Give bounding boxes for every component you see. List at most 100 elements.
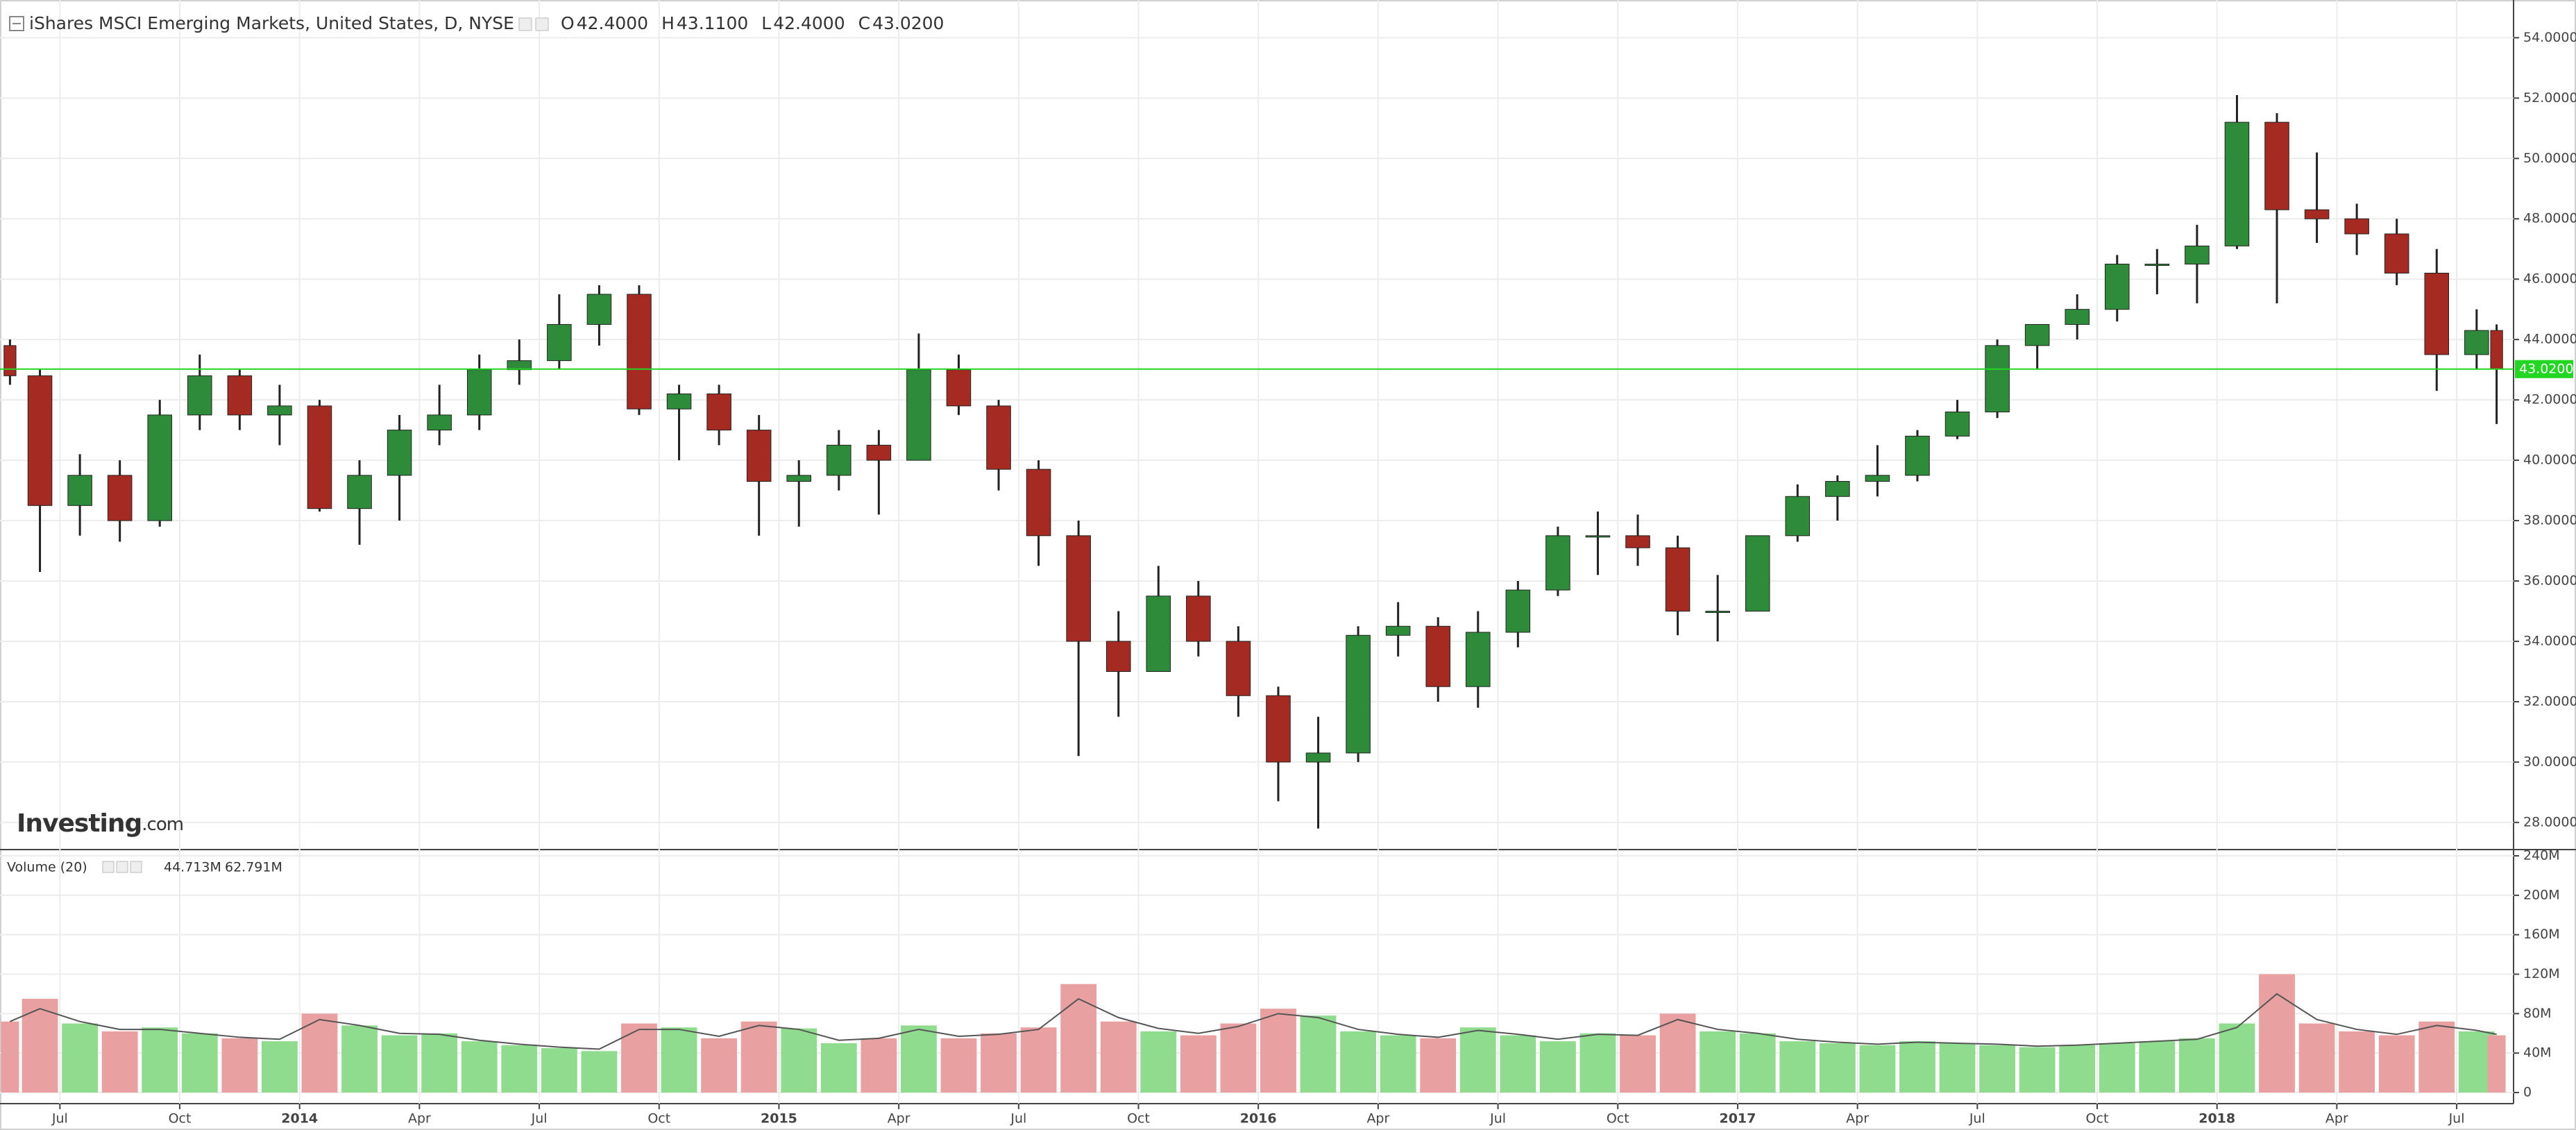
candle-body (427, 414, 452, 431)
candle-body (1825, 481, 1850, 497)
candle-body (1985, 345, 2010, 413)
y-tick-label: 44.0000 (2523, 332, 2576, 347)
candle-body (67, 475, 92, 506)
candle-body (2384, 233, 2409, 274)
volume-bar (1700, 1031, 1736, 1093)
volume-bar (1220, 1023, 1257, 1093)
volume-bar (262, 1041, 298, 1093)
candle-body (466, 369, 492, 416)
volume-bar (1340, 1031, 1377, 1093)
volume-bar (901, 1025, 937, 1093)
volume-bar (940, 1038, 977, 1093)
volume-bar (701, 1038, 738, 1093)
ohlc-label: C (858, 13, 870, 33)
candle-body (1266, 695, 1291, 763)
volume-close-icon[interactable] (130, 861, 142, 873)
volume-bar (1060, 984, 1097, 1093)
settings-icon[interactable] (518, 17, 532, 31)
candle-body (307, 405, 332, 509)
volume-bar (1939, 1043, 1976, 1093)
candle-body (906, 369, 931, 461)
candle-body (2264, 121, 2289, 210)
volume-bar (2259, 974, 2295, 1093)
ohlc-value: 43.0200 (872, 13, 944, 33)
x-tick-label: Oct (2086, 1111, 2109, 1127)
y2-tick-label: 200M (2523, 887, 2560, 902)
candle-body (706, 393, 731, 431)
candle-body (2344, 218, 2369, 235)
candle-body (347, 475, 372, 509)
x-tick-label: Oct (1607, 1111, 1629, 1127)
x-tick-label: Apr (1846, 1111, 1869, 1127)
y-tick-label: 46.0000 (2523, 271, 2576, 287)
volume-bar (1979, 1045, 2015, 1093)
collapse-icon[interactable] (9, 16, 24, 31)
x-tick-label: Jul (1489, 1111, 1506, 1127)
candle-body (666, 393, 692, 410)
chart-title: iShares MSCI Emerging Markets, United St… (29, 13, 514, 33)
candle-body (1944, 412, 1970, 437)
label-layer: 28.0000 30.0000 32.0000 34.0000 36.0000 38.00… (51, 30, 2576, 1127)
volume-bar (2378, 1035, 2415, 1093)
candle-body (2185, 245, 2210, 264)
candle-body (1625, 535, 1650, 548)
candle-body (1665, 547, 1690, 612)
candle-body (2490, 330, 2503, 370)
candle-body (3, 345, 17, 376)
volume-bar (101, 1031, 138, 1093)
candle-body (187, 375, 212, 416)
x-tick-label: Jul (531, 1111, 548, 1127)
volume-bar (1620, 1035, 1656, 1093)
x-tick-label: Jul (1010, 1111, 1026, 1127)
volume-bar (2339, 1031, 2375, 1093)
candle-body (1026, 469, 1051, 537)
volume-ma-line (9, 993, 2497, 1050)
x-tick-label: Oct (169, 1111, 192, 1127)
candle-body (986, 405, 1011, 470)
y2-tick-label: 160M (2523, 927, 2560, 942)
volume-bar (2019, 1047, 2056, 1093)
candle-body (1066, 535, 1091, 642)
x-tick-label: 2015 (761, 1111, 797, 1127)
candle-body (547, 323, 572, 362)
candle-body (1505, 589, 1531, 633)
candle-body (1585, 535, 1611, 538)
volume-bar (1380, 1035, 1416, 1093)
candle-body (786, 475, 812, 482)
x-tick-label: Apr (2325, 1111, 2348, 1127)
volume-bar (781, 1028, 817, 1093)
x-tick-label: Oct (647, 1111, 670, 1127)
candle-body (586, 294, 612, 325)
y-tick-label: 38.0000 (2523, 513, 2576, 528)
volume-bar (1260, 1009, 1296, 1093)
volume-settings-icon[interactable] (102, 861, 115, 873)
candle-body (1865, 475, 1890, 482)
x-tick-label: Jul (1969, 1111, 1985, 1127)
volume-bar (501, 1045, 538, 1093)
volume-bar (2059, 1045, 2096, 1093)
volume-bar (1739, 1033, 1776, 1093)
volume-hide-icon[interactable] (116, 861, 128, 873)
volume-bar (2099, 1043, 2135, 1093)
x-tick-label: Oct (1127, 1111, 1150, 1127)
candle-layer (0, 94, 2514, 829)
volume-bar (2298, 1023, 2335, 1093)
y-tick-label: 30.0000 (2523, 754, 2576, 769)
grid (0, 0, 2519, 1109)
volume-bar (1420, 1038, 1457, 1093)
y2-tick-label: 240M (2523, 848, 2560, 863)
y-tick-label: 54.0000 (2523, 30, 2576, 45)
volume-bar (2219, 1023, 2255, 1093)
candle-body (2105, 263, 2130, 310)
volume-bar (421, 1033, 458, 1093)
candle-body (1305, 752, 1331, 763)
candle-body (1545, 535, 1570, 591)
volume-bar (1659, 1013, 1696, 1093)
y-tick-label: 52.0000 (2523, 90, 2576, 106)
hide-icon[interactable] (535, 17, 549, 31)
candle-body (946, 369, 972, 407)
last-price-badge (2515, 360, 2573, 378)
volume-title: Volume (20) (7, 860, 87, 875)
